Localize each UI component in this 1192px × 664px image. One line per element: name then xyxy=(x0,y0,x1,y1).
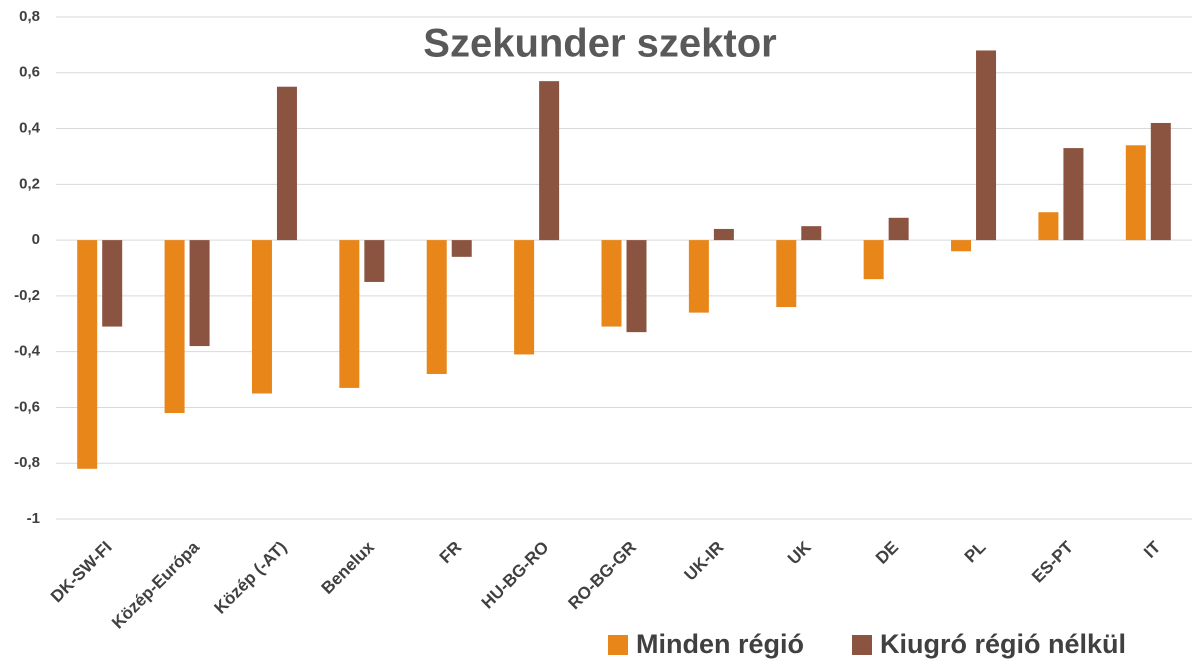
legend-label: Minden régió xyxy=(636,629,804,659)
bar xyxy=(339,240,360,388)
y-tick-label: -1 xyxy=(27,510,40,527)
chart-title: Szekunder szektor xyxy=(423,22,776,66)
bar xyxy=(888,217,909,241)
bar xyxy=(364,240,385,282)
bar xyxy=(451,240,472,257)
legend-label: Kiugró régió nélkül xyxy=(880,629,1126,659)
x-tick-label: Közép (-AT) xyxy=(210,538,290,618)
y-tick-label: 0 xyxy=(32,231,40,248)
bar xyxy=(863,240,884,280)
legend-swatch xyxy=(852,635,872,655)
x-tick-label: DE xyxy=(872,538,902,568)
bar xyxy=(276,86,297,241)
bar xyxy=(102,240,123,327)
x-tick-label: Közép-Európa xyxy=(108,537,203,632)
bar xyxy=(713,228,734,241)
x-tick-label: Benelux xyxy=(318,537,379,598)
x-tick-label: HU-BG-RO xyxy=(478,538,553,613)
bar xyxy=(1063,148,1084,241)
y-tick-label: -0,6 xyxy=(14,398,40,415)
x-tick-label: ES-PT xyxy=(1028,537,1077,586)
bar xyxy=(164,240,185,414)
bar xyxy=(976,50,997,241)
bar xyxy=(951,240,972,252)
x-tick-label: DK-SW-FI xyxy=(47,538,116,607)
bar xyxy=(1038,212,1059,241)
y-tick-label: 0,6 xyxy=(19,64,40,81)
y-tick-label: 0,4 xyxy=(19,120,41,137)
bar xyxy=(601,240,622,327)
y-tick-label: -0,4 xyxy=(14,343,41,360)
y-tick-label: 0,2 xyxy=(19,175,40,192)
bar xyxy=(801,226,822,241)
y-tick-label: -0,8 xyxy=(14,454,40,471)
x-tick-label: IT xyxy=(1140,537,1165,562)
x-tick-label: FR xyxy=(436,538,465,567)
bar xyxy=(77,240,98,469)
bar xyxy=(251,240,272,394)
x-tick-label: UK-IR xyxy=(681,538,728,585)
legend-swatch xyxy=(608,635,628,655)
y-tick-label: 0,8 xyxy=(19,8,40,25)
bar xyxy=(688,240,709,313)
x-tick-label: PL xyxy=(961,538,990,567)
bar xyxy=(776,240,797,308)
bar xyxy=(514,240,535,355)
y-tick-label: -0,2 xyxy=(14,287,40,304)
bar xyxy=(626,240,647,333)
bar xyxy=(1125,145,1146,241)
bar xyxy=(539,81,560,241)
bar xyxy=(1150,122,1171,241)
x-tick-label: UK xyxy=(784,537,815,568)
bar xyxy=(189,240,210,347)
x-tick-label: RO-BG-GR xyxy=(564,538,640,614)
bar xyxy=(426,240,447,374)
